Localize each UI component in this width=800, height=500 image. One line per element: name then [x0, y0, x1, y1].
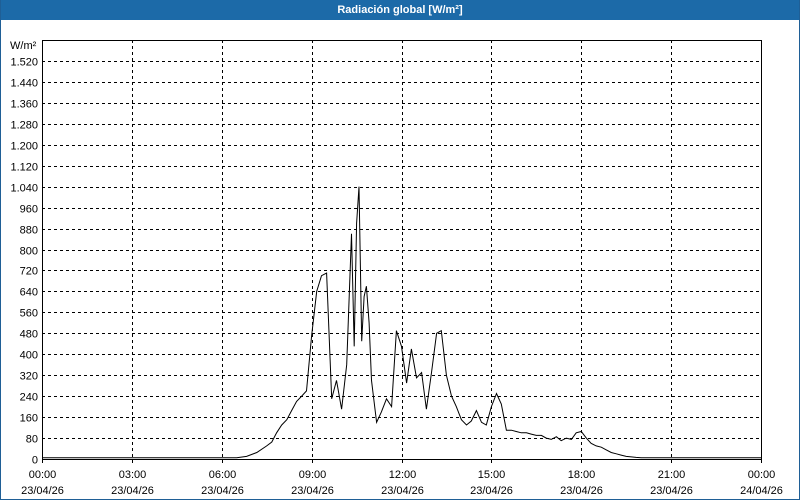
- x-tick-time-label: 21:00: [658, 469, 686, 481]
- y-tick-label: 720: [20, 266, 38, 278]
- x-tick-time-label: 15:00: [478, 469, 506, 481]
- x-tick-date-label: 23/04/26: [470, 485, 513, 497]
- y-tick-label: 960: [20, 204, 38, 216]
- x-tick-time-label: 06:00: [209, 469, 237, 481]
- y-tick-label: 480: [20, 329, 38, 341]
- series-line: [42, 186, 761, 459]
- y-tick-label: 160: [20, 413, 38, 425]
- y-tick-label: 1.280: [10, 120, 38, 132]
- y-tick-label: 240: [20, 392, 38, 404]
- y-tick-label: 1.040: [10, 183, 38, 195]
- x-tick-date-label: 24/04/26: [740, 485, 783, 497]
- y-tick-label: 560: [20, 308, 38, 320]
- grid: [42, 40, 761, 459]
- y-tick-label: 1.520: [10, 57, 38, 69]
- y-tick-label: 800: [20, 246, 38, 258]
- y-tick-label: 400: [20, 350, 38, 362]
- y-tick-label: 0: [32, 455, 38, 467]
- x-tick-time-label: 03:00: [119, 469, 147, 481]
- y-axis-ticks: 0 80 160 240 320 400 480 560 640 720 800 880 960 1.04…: [10, 57, 38, 467]
- x-tick-date-label: 23/04/26: [201, 485, 244, 497]
- y-tick-label: 1.440: [10, 78, 38, 90]
- x-tick-date-label: 23/04/26: [381, 485, 424, 497]
- x-tick-date-label: 23/04/26: [650, 485, 693, 497]
- y-tick-label: 80: [26, 434, 38, 446]
- x-tick-time-label: 00:00: [748, 469, 776, 481]
- y-tick-label: 320: [20, 371, 38, 383]
- x-tick-time-label: 18:00: [568, 469, 596, 481]
- y-tick-label: 1.120: [10, 162, 38, 174]
- y-tick-label: 640: [20, 287, 38, 299]
- y-tick-label: 1.360: [10, 99, 38, 111]
- y-axis-unit-label: W/m²: [10, 40, 37, 52]
- x-tick-time-label: 09:00: [299, 469, 327, 481]
- x-tick-date-label: 23/04/26: [111, 485, 154, 497]
- y-tick-label: 1.200: [10, 141, 38, 153]
- window-title: Radiación global [W/m²]: [1, 0, 799, 20]
- x-axis-ticks: 00:00 23/04/26 03:00 23/04/26 06:00 23/04/26 0…: [21, 459, 783, 497]
- x-tick-date-label: 23/04/26: [291, 485, 334, 497]
- y-tick-label: 880: [20, 225, 38, 237]
- x-tick-time-label: 12:00: [389, 469, 417, 481]
- x-tick-date-label: 23/04/26: [21, 485, 64, 497]
- x-tick-date-label: 23/04/26: [560, 485, 603, 497]
- x-tick-time-label: 00:00: [29, 469, 57, 481]
